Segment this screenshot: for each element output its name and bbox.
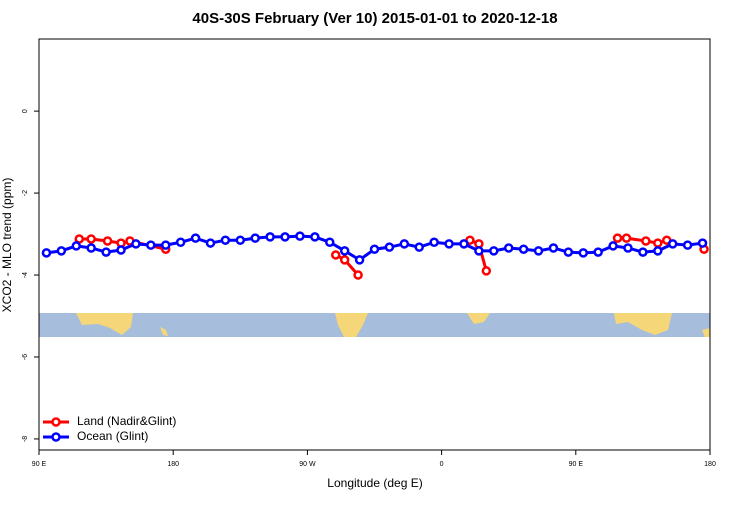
data-point — [459, 239, 469, 249]
data-point — [503, 243, 514, 253]
data-point — [339, 255, 350, 265]
data-point — [101, 247, 111, 257]
data-point — [86, 234, 96, 244]
data-point — [280, 232, 290, 242]
data-point — [429, 237, 439, 247]
data-point — [71, 241, 82, 251]
data-point — [653, 246, 663, 256]
data-point — [621, 233, 632, 243]
data-point — [414, 242, 424, 252]
x-tick-label: 180 — [167, 461, 179, 468]
data-point — [608, 241, 618, 251]
plot-frame — [38, 38, 711, 451]
data-point — [518, 244, 529, 254]
data-point — [190, 233, 201, 243]
data-point — [339, 246, 350, 256]
data-point — [220, 235, 231, 245]
data-point — [697, 238, 708, 248]
data-point — [131, 239, 141, 249]
data-point — [548, 243, 559, 253]
map-strip — [39, 313, 710, 337]
data-point — [295, 231, 305, 241]
x-tick-label: 90 W — [299, 461, 316, 468]
chart-title: 40S-30S February (Ver 10) 2015-01-01 to … — [192, 10, 557, 27]
x-tick-label: 0 — [440, 461, 444, 468]
y-axis-label: XCO2 - MLO trend (ppm) — [0, 178, 14, 313]
data-point — [641, 236, 651, 246]
y-tick-label: -4 — [22, 272, 29, 278]
data-point — [399, 239, 410, 249]
data-point — [86, 243, 96, 253]
data-point — [160, 240, 171, 250]
legend-label: Ocean (Glint) — [77, 429, 148, 443]
data-point — [235, 235, 246, 245]
x-tick-label: 180 — [704, 461, 716, 468]
data-point — [384, 242, 395, 252]
data-point — [623, 243, 633, 253]
land-shape — [614, 313, 672, 335]
data-point — [330, 250, 341, 260]
x-tick-label: 90 E — [32, 461, 47, 468]
y-tick-label: -6 — [22, 354, 29, 360]
land-shape — [467, 313, 490, 324]
data-point — [175, 237, 186, 247]
data-point — [250, 233, 260, 243]
data-point — [205, 238, 216, 248]
data-point — [481, 266, 492, 276]
land-shape — [702, 328, 710, 337]
y-tick-label: -8 — [22, 436, 29, 442]
legend-label: Land (Nadir&Glint) — [77, 414, 176, 428]
data-point — [116, 245, 126, 255]
data-point — [354, 255, 365, 265]
y-tick-label: -2 — [22, 190, 29, 196]
data-point — [593, 247, 603, 257]
x-tick-label: 90 E — [569, 461, 584, 468]
data-point — [353, 270, 363, 280]
ocean-strip — [39, 313, 710, 337]
data-point — [146, 240, 156, 250]
data-point — [563, 247, 574, 257]
legend-marker — [51, 417, 61, 427]
data-point — [533, 246, 544, 256]
data-point — [102, 236, 113, 246]
x-axis-label: Longitude (deg E) — [327, 476, 422, 490]
data-point — [265, 232, 275, 242]
data-point — [325, 237, 335, 247]
data-point — [489, 246, 499, 256]
land-shape — [160, 327, 168, 336]
data-point — [612, 233, 623, 243]
data-point — [638, 247, 648, 257]
data-point — [653, 238, 663, 248]
data-point — [578, 248, 589, 258]
land-shape — [76, 313, 133, 335]
data-point — [56, 246, 67, 256]
data-point — [682, 240, 693, 250]
data-point — [444, 239, 454, 249]
data-point — [310, 232, 320, 242]
y-tick-label: 0 — [22, 109, 29, 113]
legend-marker — [51, 432, 61, 442]
data-point — [41, 248, 52, 258]
land-shape — [335, 313, 368, 337]
data-point — [369, 244, 380, 254]
data-point — [667, 239, 678, 249]
data-point — [474, 246, 484, 256]
